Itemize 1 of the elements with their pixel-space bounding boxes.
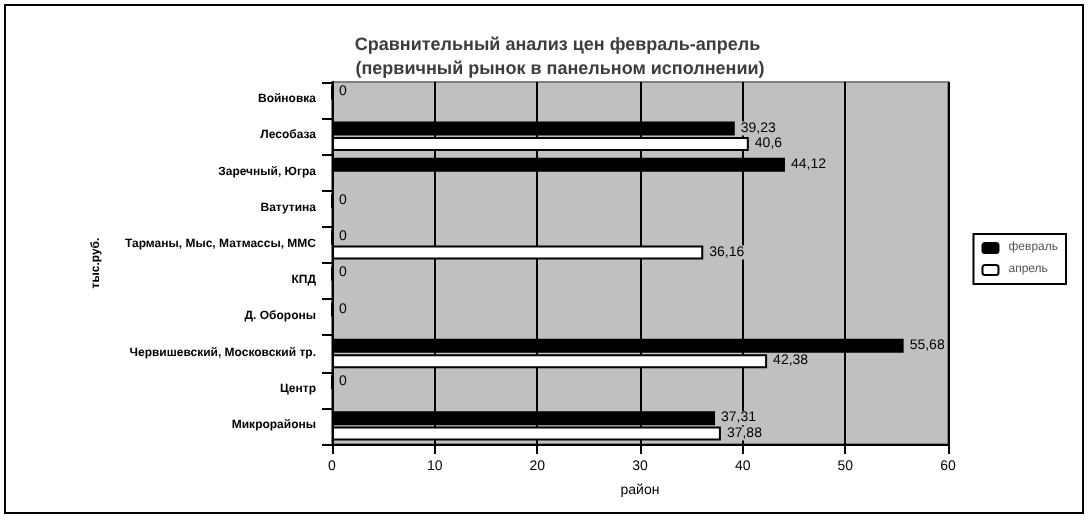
- chart-title: Сравнительный анализ цен февраль-апрель (первичный рынок в панельном исполнении): [354, 34, 766, 78]
